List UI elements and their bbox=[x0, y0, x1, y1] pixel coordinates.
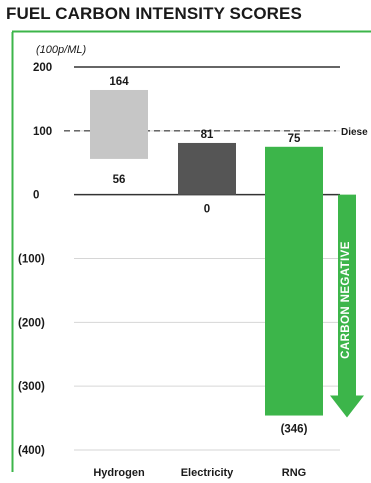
x-category-label-rng: RNG bbox=[282, 467, 306, 479]
y-tick-label: (300) bbox=[18, 381, 45, 393]
data-label-rng-low: (346) bbox=[281, 424, 308, 436]
data-label-hydrogen-high: 164 bbox=[109, 76, 129, 88]
chart-title: FUEL CARBON INTENSITY SCORES bbox=[6, 4, 302, 23]
bar-hydrogen bbox=[90, 89, 148, 159]
bar-electricity bbox=[178, 142, 236, 195]
bar-rng bbox=[265, 146, 323, 416]
data-label-rng-high: 75 bbox=[288, 133, 301, 145]
y-axis-label: (100p/ML) bbox=[36, 44, 86, 56]
reference-line-label: Diese bbox=[341, 127, 368, 138]
carbon-negative-arrow bbox=[330, 194, 364, 418]
data-label-electricity-low: 0 bbox=[204, 204, 210, 216]
y-tick-label: (100) bbox=[18, 254, 45, 266]
y-tick-label: 200 bbox=[33, 62, 52, 74]
data-label-hydrogen-low: 56 bbox=[113, 174, 126, 186]
x-category-label-electricity: Electricity bbox=[181, 467, 234, 479]
y-tick-label: (400) bbox=[18, 445, 45, 457]
y-tick-label: 0 bbox=[33, 190, 39, 202]
annotation-carbon-negative: CARBON NEGATIVE bbox=[340, 241, 352, 359]
y-tick-label: (200) bbox=[18, 317, 45, 329]
data-label-electricity-high: 81 bbox=[201, 129, 214, 141]
y-tick-label: 100 bbox=[33, 126, 52, 138]
x-category-label-hydrogen: Hydrogen bbox=[93, 467, 145, 479]
